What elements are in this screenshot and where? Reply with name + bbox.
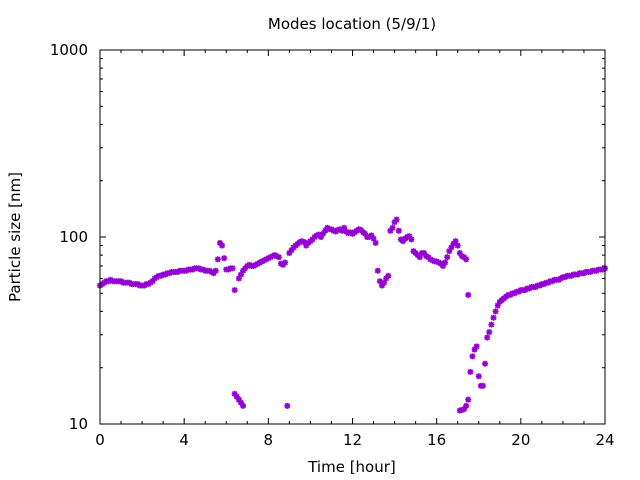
data-point	[473, 343, 480, 350]
x-axis-label: Time [hour]	[307, 458, 396, 476]
data-point	[393, 216, 400, 223]
data-point	[408, 236, 415, 243]
x-tick-label: 16	[427, 431, 446, 449]
data-point	[240, 402, 247, 409]
data-point	[282, 259, 289, 266]
data-point	[467, 368, 474, 375]
chart-title: Modes location (5/9/1)	[268, 15, 436, 33]
x-tick-label: 0	[95, 431, 105, 449]
data-point	[465, 291, 472, 298]
data-point	[484, 334, 491, 341]
data-point	[284, 402, 291, 409]
data-point	[395, 227, 402, 234]
data-point	[219, 242, 226, 249]
data-point	[469, 353, 476, 360]
data-point	[465, 396, 472, 403]
data-point	[221, 255, 228, 262]
data-point	[385, 272, 392, 279]
x-tick-label: 24	[595, 431, 614, 449]
tick-labels: 0 4 8 12 16 20 24 10 100 1000	[50, 41, 615, 449]
data-points	[97, 216, 608, 414]
data-point	[214, 256, 221, 263]
data-point	[475, 373, 482, 380]
y-tick-label: 1000	[50, 41, 88, 59]
y-tick-label: 100	[59, 228, 88, 246]
y-axis-label: Particle size [nm]	[6, 172, 24, 302]
data-point	[492, 308, 499, 315]
x-tick-label: 4	[179, 431, 189, 449]
data-point	[479, 382, 486, 389]
data-point	[212, 267, 219, 274]
x-tick-label: 12	[343, 431, 362, 449]
data-point	[275, 254, 282, 261]
x-tick-label: 8	[264, 431, 274, 449]
data-point	[454, 242, 461, 249]
data-point	[463, 402, 470, 409]
data-point	[442, 259, 449, 266]
data-point	[444, 254, 451, 261]
data-point	[370, 235, 377, 242]
data-point	[231, 287, 238, 294]
data-point	[482, 360, 489, 367]
plot-frame	[99, 49, 606, 425]
data-point	[488, 321, 495, 328]
data-point	[237, 271, 244, 278]
data-point	[486, 329, 493, 336]
data-point	[229, 265, 236, 272]
y-tick-label: 10	[69, 415, 88, 433]
data-point	[374, 267, 381, 274]
x-tick-label: 20	[511, 431, 530, 449]
data-point	[463, 256, 470, 263]
data-point	[372, 239, 379, 246]
data-point	[490, 314, 497, 321]
data-point	[389, 224, 396, 231]
